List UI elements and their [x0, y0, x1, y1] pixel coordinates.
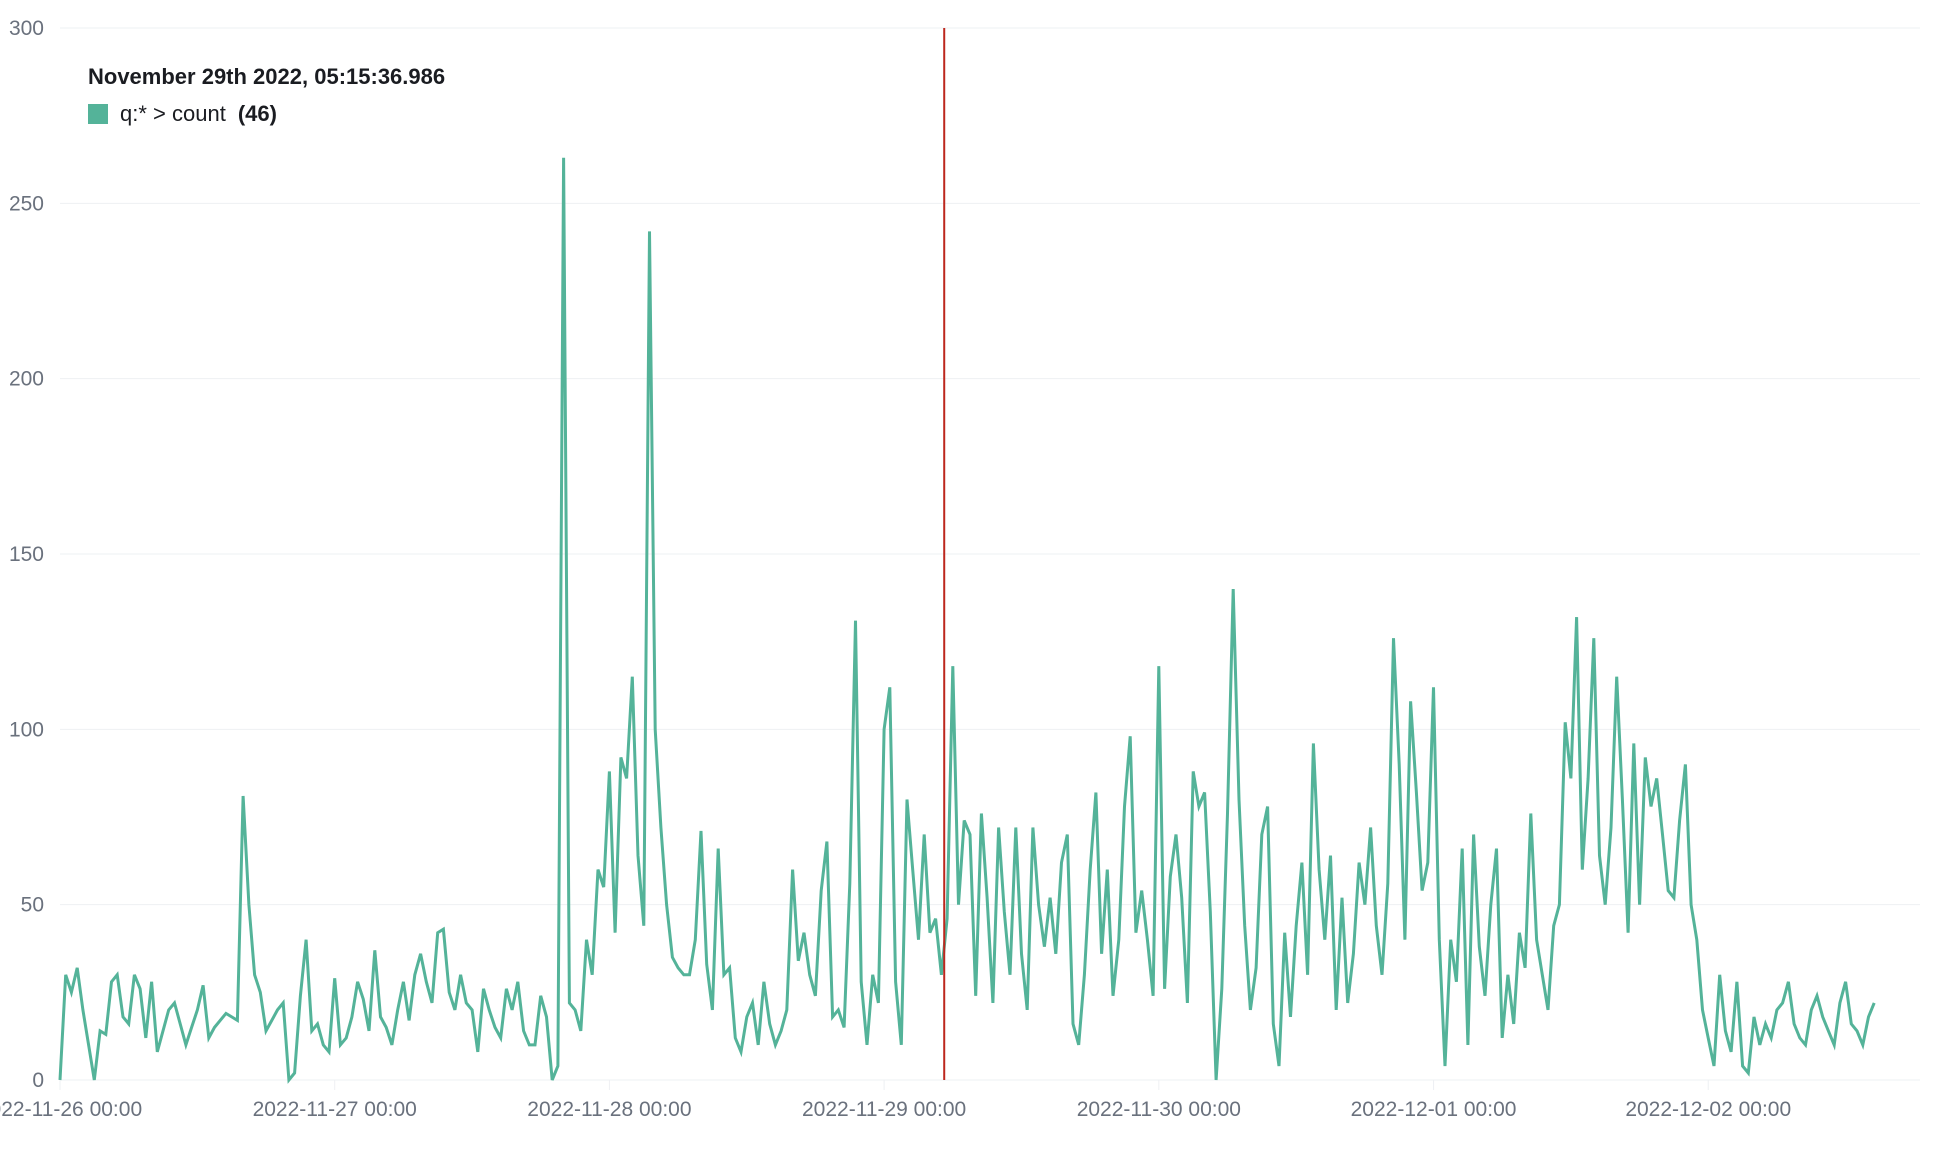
svg-text:2022-11-30 00:00: 2022-11-30 00:00 [1077, 1098, 1241, 1121]
svg-text:300: 300 [9, 17, 44, 40]
svg-text:200: 200 [9, 368, 44, 391]
svg-text:100: 100 [9, 718, 44, 741]
svg-text:250: 250 [9, 192, 44, 215]
svg-text:50: 50 [21, 894, 44, 917]
tooltip-series-swatch [88, 104, 108, 124]
tooltip-timestamp: November 29th 2022, 05:15:36.986 [88, 60, 445, 93]
svg-text:2022-12-02 00:00: 2022-12-02 00:00 [1625, 1098, 1791, 1121]
svg-text:2022-12-01 00:00: 2022-12-01 00:00 [1351, 1098, 1517, 1121]
svg-text:0: 0 [32, 1069, 44, 1092]
chart-svg: 0 50 100 150 200 250 300 2022-11-26 00:00 2022-1… [0, 0, 1940, 1174]
timeseries-chart[interactable]: 0 50 100 150 200 250 300 2022-11-26 00:00 2022-1… [0, 0, 1940, 1174]
svg-text:2022-11-28 00:00: 2022-11-28 00:00 [527, 1098, 691, 1121]
tooltip-series-label: q:* > count [120, 97, 226, 130]
tooltip-series-value: (46) [238, 97, 277, 130]
svg-text:2022-11-26 00:00: 2022-11-26 00:00 [0, 1098, 142, 1121]
svg-text:2022-11-29 00:00: 2022-11-29 00:00 [802, 1098, 966, 1121]
chart-tooltip: November 29th 2022, 05:15:36.986 q:* > c… [88, 60, 445, 130]
svg-text:2022-11-27 00:00: 2022-11-27 00:00 [253, 1098, 417, 1121]
svg-text:150: 150 [9, 543, 44, 566]
